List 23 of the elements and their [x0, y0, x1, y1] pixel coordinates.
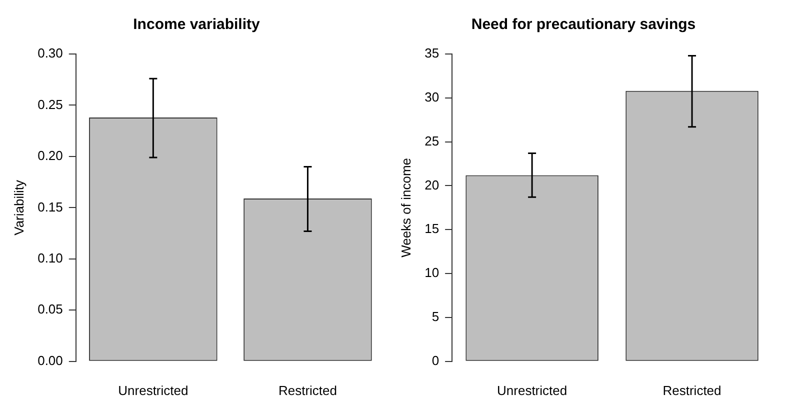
y-tick-label: 0.10 [38, 250, 63, 266]
x-tick-label: Unrestricted [118, 382, 188, 398]
x-tick-label: Unrestricted [497, 382, 568, 398]
y-tick-label: 10 [424, 265, 440, 280]
x-tick-label: Restricted [278, 382, 337, 398]
y-axis-title: Variability [11, 180, 26, 236]
y-tick-label: 0.15 [38, 199, 63, 214]
chart-title: Income variability [133, 16, 261, 34]
y-tick-label: 0.20 [38, 148, 63, 164]
chart-title: Need for precautionary savings [471, 16, 696, 34]
x-tick-label: Restricted [662, 382, 722, 398]
y-tick-label: 20 [424, 177, 440, 192]
y-tick-label: 0.25 [38, 96, 63, 112]
y-tick-label: 0.30 [38, 46, 63, 61]
y-tick-label: 0 [432, 352, 440, 368]
y-axis-title: Weeks of income [398, 158, 414, 258]
y-tick-label: 0.00 [38, 352, 63, 368]
y-tick-label: 25 [424, 133, 440, 148]
y-tick-label: 0.05 [38, 302, 63, 317]
y-tick-label: 5 [432, 309, 440, 324]
y-tick-label: 30 [424, 89, 440, 104]
y-tick-label: 35 [424, 46, 440, 61]
y-tick-label: 15 [424, 221, 440, 236]
